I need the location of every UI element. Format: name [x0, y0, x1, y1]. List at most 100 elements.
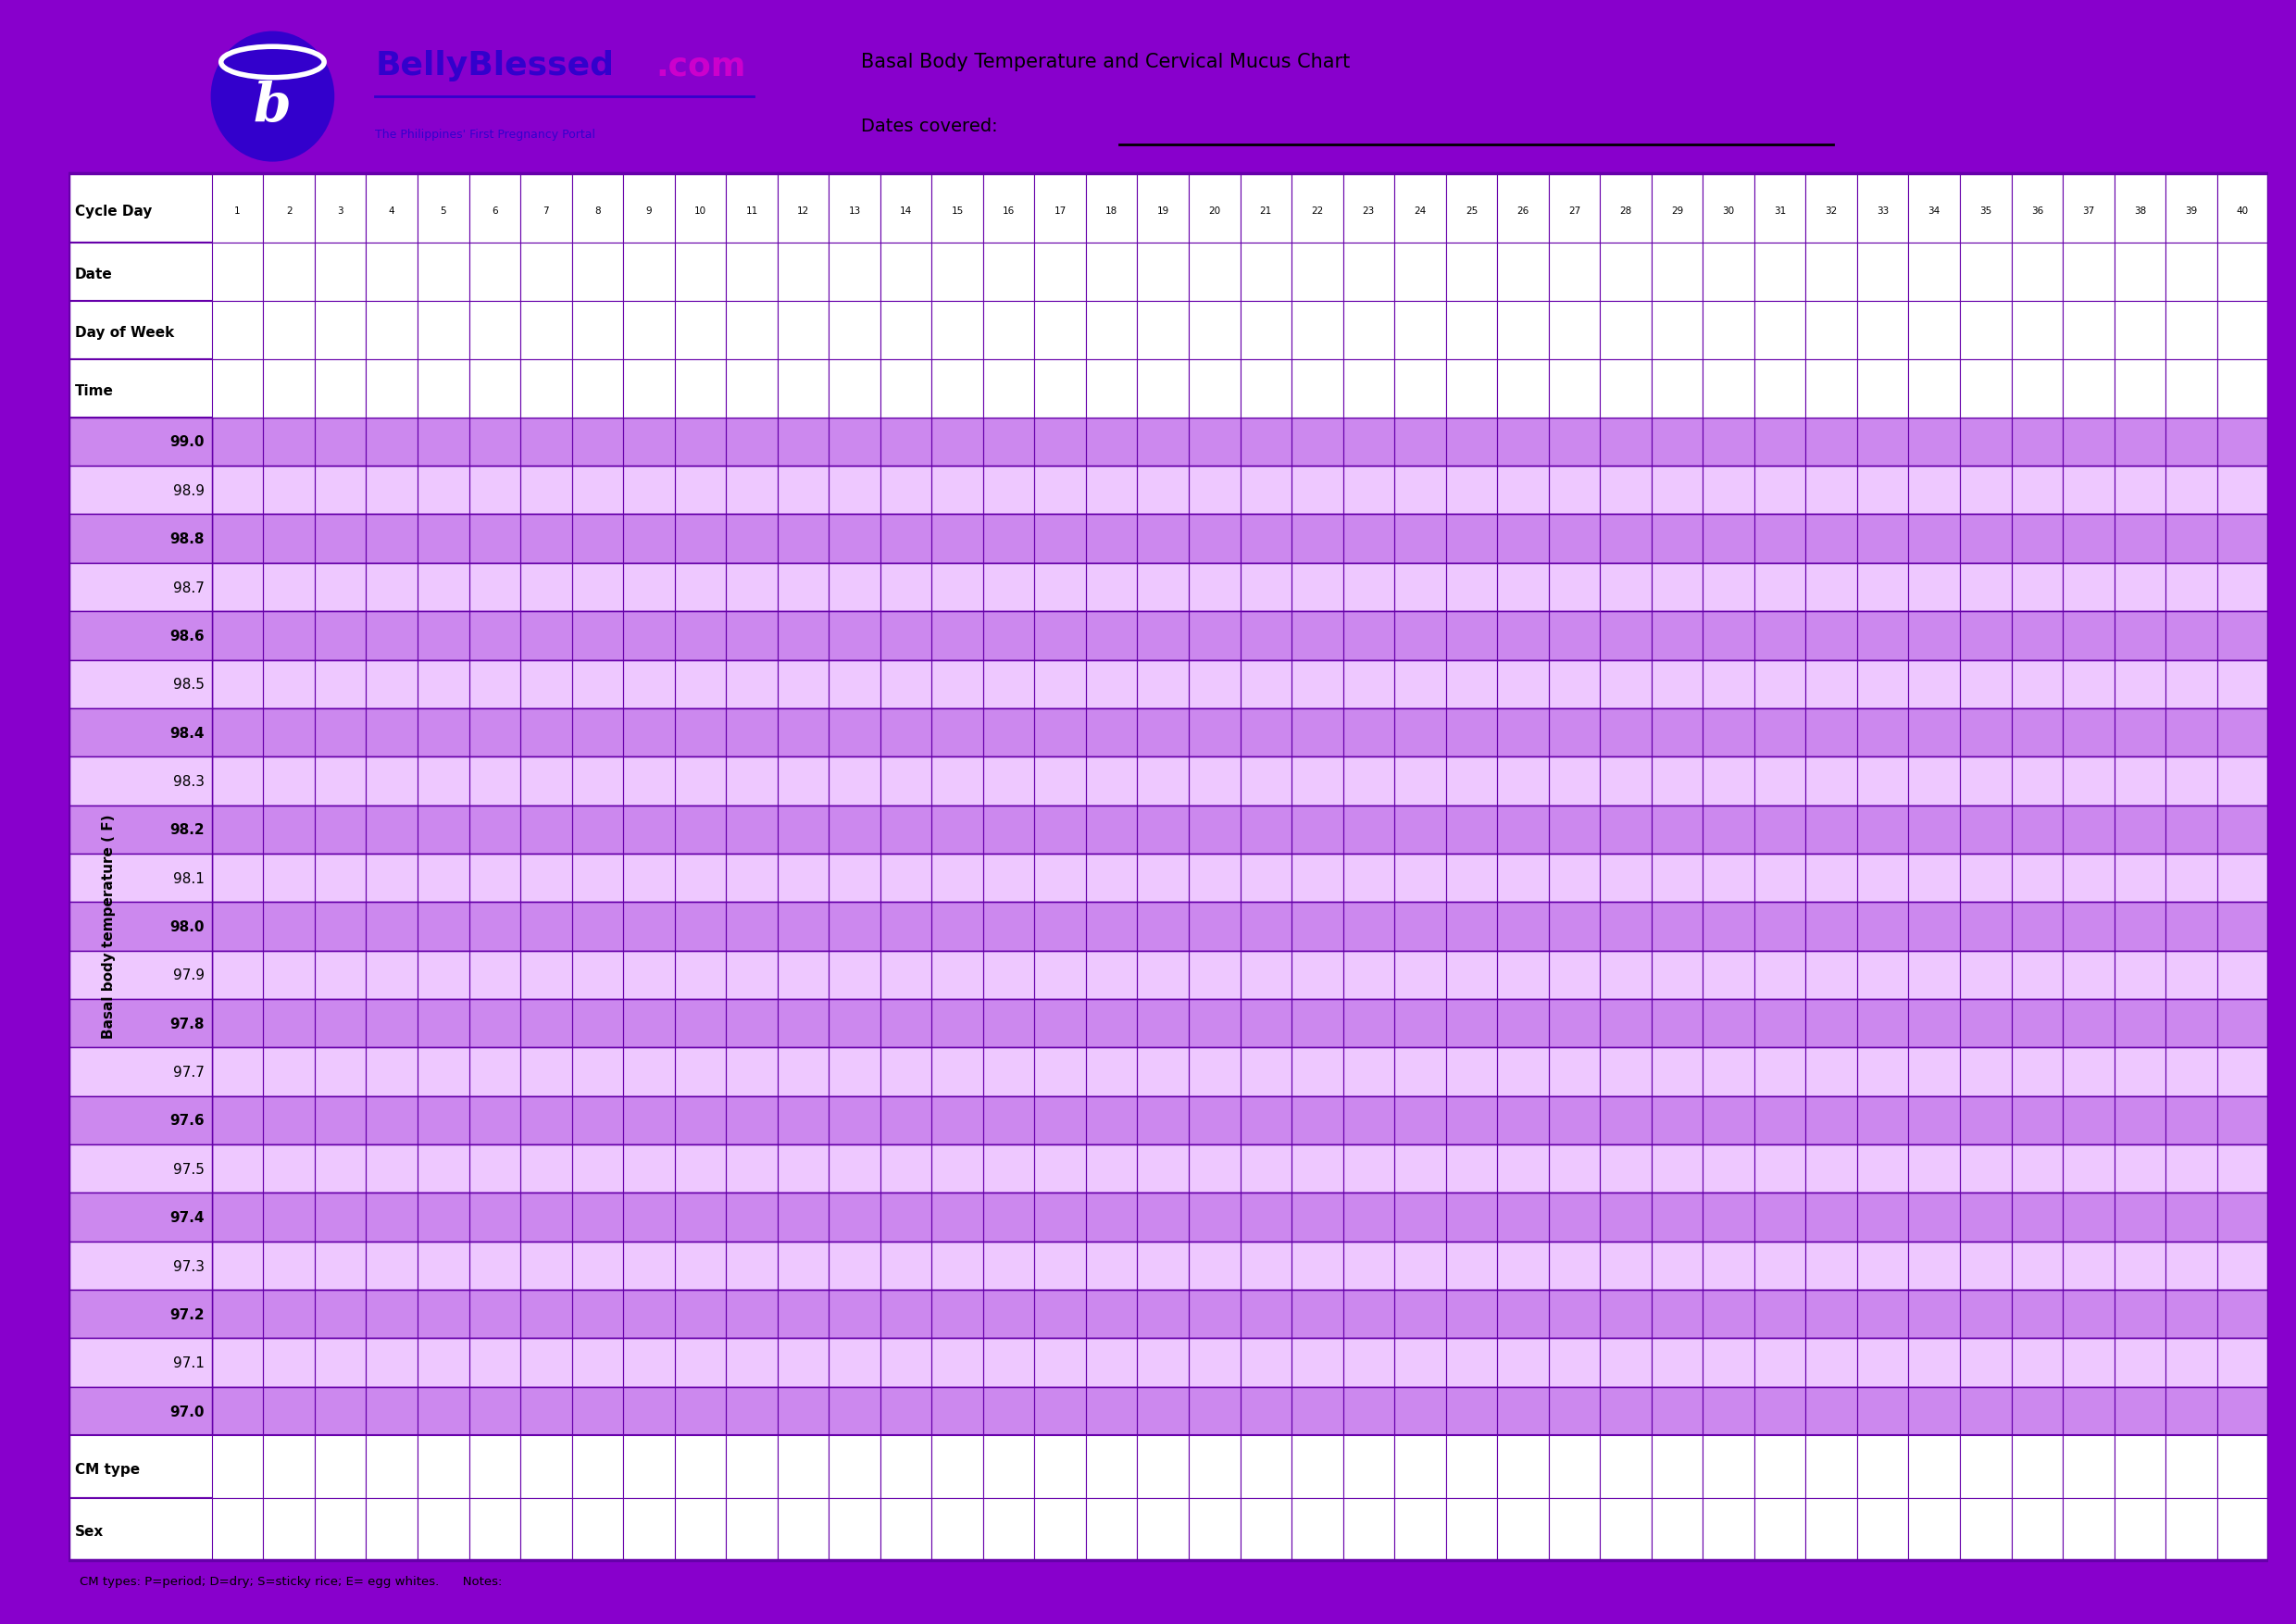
Text: 9: 9	[645, 206, 652, 216]
Bar	[1754, 300, 1805, 359]
Bar	[365, 999, 418, 1047]
Bar	[1805, 757, 1857, 806]
Bar	[983, 1387, 1035, 1436]
Bar	[1805, 708, 1857, 757]
Bar	[69, 1497, 2268, 1561]
Bar	[211, 242, 264, 300]
Bar	[1240, 1497, 1293, 1561]
Bar	[211, 1145, 2268, 1194]
Bar	[521, 1289, 572, 1338]
Bar	[675, 564, 726, 611]
Bar	[2062, 999, 2115, 1047]
Bar	[1497, 1241, 1548, 1289]
Bar	[572, 1047, 622, 1096]
Bar	[1497, 564, 1548, 611]
Bar	[1446, 515, 1497, 564]
Bar	[622, 854, 675, 901]
Bar	[1137, 854, 1189, 901]
Bar	[829, 1047, 879, 1096]
Bar	[1908, 611, 1961, 659]
Bar	[983, 1497, 1035, 1561]
Bar	[778, 1497, 829, 1561]
Bar	[2011, 242, 2062, 300]
Text: 2: 2	[287, 206, 292, 216]
Bar	[726, 659, 778, 708]
Bar	[675, 1096, 726, 1145]
Bar	[1497, 1194, 1548, 1241]
Bar	[778, 359, 829, 417]
Bar	[1137, 611, 1189, 659]
Bar	[1446, 611, 1497, 659]
Bar	[1600, 1289, 1651, 1338]
Bar	[1189, 1096, 1240, 1145]
Bar	[778, 950, 829, 999]
Bar	[726, 611, 778, 659]
Bar	[1446, 1497, 1497, 1561]
Bar	[1086, 242, 1137, 300]
Bar	[264, 708, 315, 757]
Bar	[1600, 611, 1651, 659]
Bar	[1548, 659, 1600, 708]
Bar	[2011, 300, 2062, 359]
Bar	[2115, 1047, 2165, 1096]
Bar	[2115, 708, 2165, 757]
Bar	[622, 1047, 675, 1096]
Bar	[1754, 950, 1805, 999]
Bar	[418, 1289, 468, 1338]
Bar	[264, 1096, 315, 1145]
Bar	[622, 611, 675, 659]
Bar	[879, 564, 932, 611]
Bar	[521, 1497, 572, 1561]
Bar	[932, 611, 983, 659]
Bar	[778, 708, 829, 757]
Text: 1: 1	[234, 206, 241, 216]
Bar	[1035, 901, 1086, 950]
Bar	[829, 999, 879, 1047]
Bar	[2062, 1387, 2115, 1436]
Bar	[1961, 854, 2011, 901]
Bar	[675, 1497, 726, 1561]
Bar	[521, 1047, 572, 1096]
Bar	[1548, 1145, 1600, 1194]
Bar	[1548, 1047, 1600, 1096]
Bar	[622, 1338, 675, 1387]
Bar	[1497, 611, 1548, 659]
Bar	[2062, 1338, 2115, 1387]
Text: CM type: CM type	[73, 1463, 140, 1476]
Bar	[2062, 950, 2115, 999]
Bar	[778, 174, 829, 242]
Text: 97.8: 97.8	[170, 1017, 204, 1031]
Bar	[521, 757, 572, 806]
Bar	[879, 1145, 932, 1194]
Bar	[2115, 300, 2165, 359]
Bar	[69, 515, 211, 564]
Bar	[365, 901, 418, 950]
Bar	[675, 1047, 726, 1096]
Bar	[983, 999, 1035, 1047]
Bar	[675, 1338, 726, 1387]
Text: 98.6: 98.6	[170, 630, 204, 643]
Bar	[468, 611, 521, 659]
Bar	[1908, 242, 1961, 300]
Bar	[2115, 1497, 2165, 1561]
Bar	[211, 757, 264, 806]
Bar	[211, 564, 2268, 611]
Bar	[1086, 1338, 1137, 1387]
Bar	[2165, 1145, 2218, 1194]
Bar	[521, 708, 572, 757]
Bar	[1651, 359, 1704, 417]
Bar	[622, 659, 675, 708]
Bar	[365, 1145, 418, 1194]
Bar	[1394, 999, 1446, 1047]
Bar	[2165, 174, 2218, 242]
Bar	[829, 1289, 879, 1338]
Bar	[1293, 359, 1343, 417]
Bar	[1446, 417, 1497, 466]
Bar	[1446, 1289, 1497, 1338]
Bar	[1240, 950, 1293, 999]
Bar	[1754, 1387, 1805, 1436]
Bar	[1394, 950, 1446, 999]
Bar	[2062, 901, 2115, 950]
Bar	[932, 806, 983, 854]
Bar	[1343, 950, 1394, 999]
